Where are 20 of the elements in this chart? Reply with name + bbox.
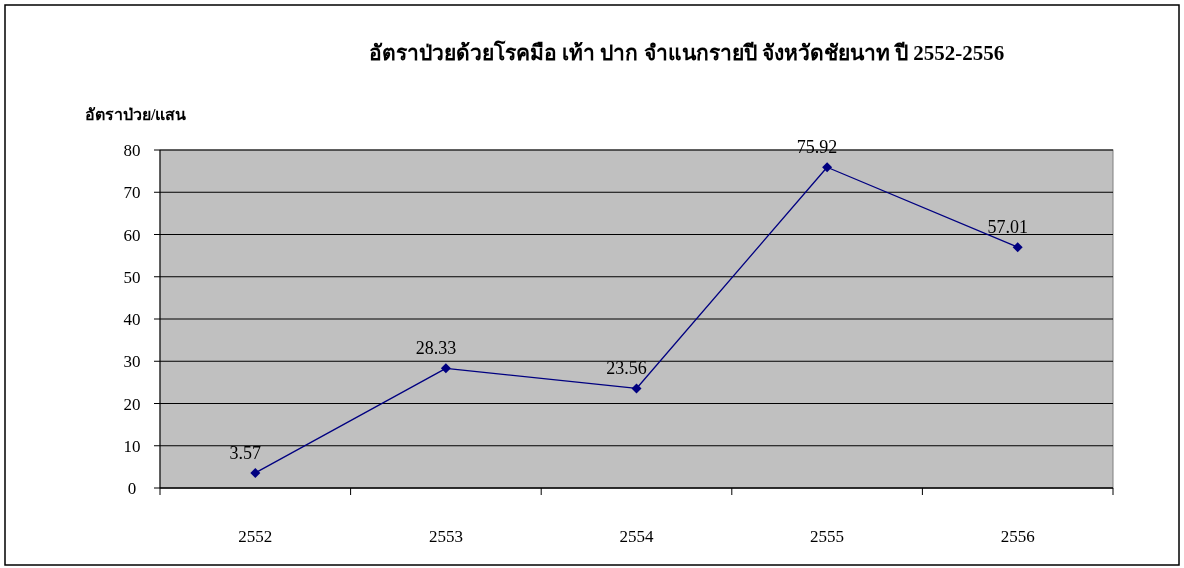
xtick-label: 2553 bbox=[428, 527, 463, 546]
xtick-label: 2554 bbox=[619, 527, 654, 546]
data-label: 3.57 bbox=[229, 442, 262, 463]
data-label: 23.56 bbox=[606, 358, 647, 379]
ytick-label: 70 bbox=[123, 183, 141, 203]
xtick-label: 2556 bbox=[1000, 527, 1035, 546]
ytick-label: 80 bbox=[123, 141, 141, 160]
ytick-label: 0 bbox=[127, 479, 137, 498]
data-label: 28.33 bbox=[415, 338, 457, 359]
ytick-label: 20 bbox=[123, 394, 141, 414]
data-label: 57.01 bbox=[987, 217, 1028, 238]
ytick-label: 30 bbox=[123, 352, 141, 372]
ytick-label: 50 bbox=[123, 267, 141, 287]
ytick-label: 10 bbox=[123, 436, 141, 456]
ytick-label: 60 bbox=[123, 225, 141, 245]
title: อัตราป่วยด้วยโรคมือ เท้า ปาก จำแนกรายปี จังหวัดชัยนาท ปี 2552-2556 bbox=[368, 41, 1005, 65]
xtick-label: 2555 bbox=[810, 527, 845, 546]
ylabel: อัตราป่วย/แสน bbox=[85, 106, 187, 123]
ytick-label: 40 bbox=[123, 310, 141, 329]
xtick-label: 2552 bbox=[238, 527, 273, 546]
